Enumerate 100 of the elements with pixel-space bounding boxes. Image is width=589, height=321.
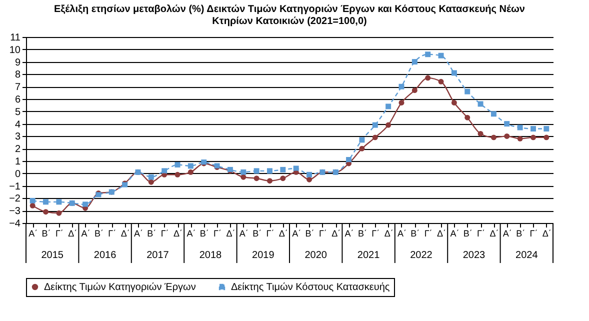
point <box>530 134 536 140</box>
x-tick-label: Β΄ <box>200 228 209 238</box>
x-tick-label: Γ΄ <box>160 228 169 238</box>
x-tick-label: Γ΄ <box>55 228 64 238</box>
point <box>372 122 378 128</box>
text: 2022 <box>410 250 433 261</box>
y-tick-label: −2 <box>9 194 21 205</box>
x-tick-label: Γ΄ <box>372 228 380 238</box>
x-tick-label: Δ΄ <box>384 228 394 238</box>
point <box>451 70 457 76</box>
point <box>544 134 550 140</box>
y-tick-label: −4 <box>9 218 21 230</box>
y-tick-label: 9 <box>14 57 21 68</box>
x-tick-label: Γ΄ <box>477 228 486 238</box>
point <box>188 169 194 175</box>
point <box>398 100 404 106</box>
text: 2020 <box>304 250 328 261</box>
y-tick-label: 4 <box>14 119 21 130</box>
y-tick-label: 5 <box>14 106 21 118</box>
x-tick-label: Α΄ <box>292 228 302 238</box>
point <box>517 136 523 142</box>
point <box>464 88 470 94</box>
x-tick-label: Β΄ <box>410 228 420 238</box>
y-tick-label: −1 <box>9 181 21 192</box>
y-tick-label: 0 <box>14 168 21 180</box>
x-tick-label: Γ΄ <box>108 228 116 238</box>
point <box>293 166 299 172</box>
y-tick-label: 6 <box>14 94 21 106</box>
x-tick-label: Β΄ <box>516 228 526 238</box>
point <box>240 169 246 175</box>
point <box>306 172 312 178</box>
x-tick-label: Β΄ <box>463 228 472 238</box>
y-tick-label: 3 <box>14 132 21 143</box>
point <box>490 134 496 140</box>
point <box>30 198 36 204</box>
point <box>267 168 272 174</box>
point <box>398 84 404 90</box>
point <box>412 88 418 94</box>
x-tick-label: Γ΄ <box>530 228 538 238</box>
x-tick-label: Β΄ <box>42 228 51 238</box>
point <box>43 199 48 205</box>
x-tick-label: Δ΄ <box>332 228 341 238</box>
x-tick-label: Α΄ <box>397 228 406 238</box>
point <box>148 174 154 180</box>
point <box>478 130 484 136</box>
point <box>386 104 392 110</box>
x-tick-label: Γ΄ <box>424 228 432 238</box>
x-tick-label: Γ΄ <box>318 228 327 238</box>
point <box>254 176 260 182</box>
point <box>174 162 180 168</box>
point <box>425 52 431 58</box>
x-tick-label: Α΄ <box>134 228 143 238</box>
x-tick-label: Δ΄ <box>226 228 236 238</box>
point <box>438 52 444 58</box>
y-tick-label: 1 <box>14 156 21 168</box>
point <box>517 124 523 130</box>
x-tick-label: Β΄ <box>358 228 367 238</box>
text: Εξέλιξη ετησίων μεταβολών (%) Δεικτών Τιμών Κατηγοριών Έργων και Κόστους Κατασκευής Νέων <box>54 4 525 15</box>
point <box>148 179 154 185</box>
y-tick-label: 10 <box>9 44 21 56</box>
x-tick-label: Δ΄ <box>437 228 446 238</box>
x-tick-label: Β΄ <box>94 228 104 238</box>
text: 2016 <box>94 250 117 261</box>
point <box>478 101 484 107</box>
point <box>82 202 88 208</box>
y-tick-label: 11 <box>10 32 21 44</box>
x-tick-label: Α΄ <box>502 228 512 238</box>
legend-label: Δείκτης Τιμών Κατηγοριών Έργων <box>44 282 196 293</box>
x-tick-label: Γ΄ <box>266 228 274 238</box>
text: 2017 <box>146 250 170 261</box>
text: 2018 <box>199 250 222 261</box>
point <box>544 126 550 132</box>
text: Κτηρίων Κατοικιών (2021=100,0) <box>212 16 367 27</box>
point <box>386 122 392 128</box>
point <box>412 59 418 65</box>
point <box>504 133 510 139</box>
point <box>451 100 457 106</box>
point <box>267 178 272 184</box>
text: 2015 <box>41 250 64 261</box>
point <box>346 157 352 162</box>
x-tick-label: Δ΄ <box>120 228 130 238</box>
x-tick-label: Β΄ <box>147 228 156 238</box>
point <box>464 114 470 120</box>
x-tick-label: Α΄ <box>186 228 196 238</box>
point <box>240 174 246 180</box>
x-tick-label: Δ΄ <box>490 228 499 238</box>
x-tick-label: Α΄ <box>81 228 90 238</box>
y-tick-label: 7 <box>14 82 21 94</box>
point <box>490 111 496 117</box>
point <box>438 78 444 84</box>
x-tick-label: Α΄ <box>344 228 354 238</box>
y-tick-label: 8 <box>14 70 21 81</box>
point <box>359 146 365 152</box>
x-tick-label: Δ΄ <box>68 228 78 238</box>
y-tick-label: −3 <box>9 206 21 218</box>
point <box>56 199 62 205</box>
point <box>280 166 286 172</box>
x-tick-label: Β΄ <box>305 228 314 238</box>
point <box>174 172 180 178</box>
y-tick-label: 2 <box>14 144 21 156</box>
